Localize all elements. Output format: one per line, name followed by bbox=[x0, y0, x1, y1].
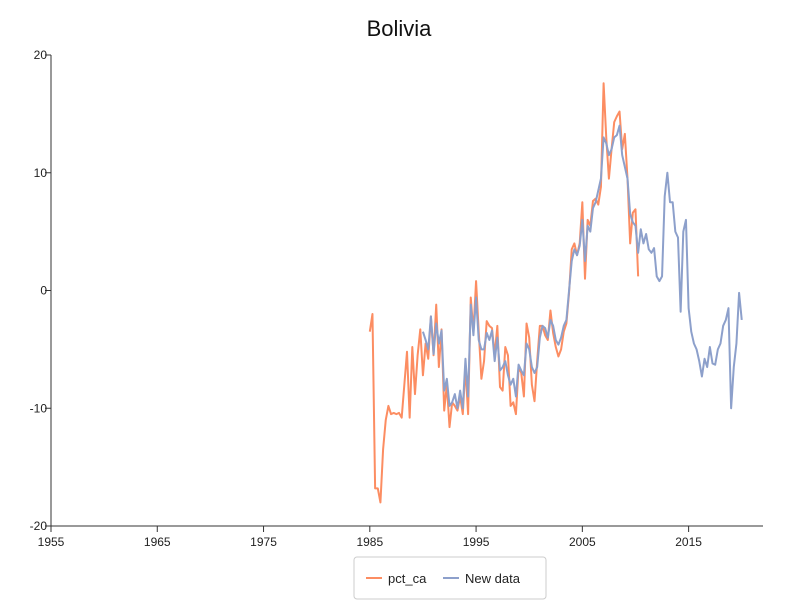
x-tick-label: 2015 bbox=[675, 535, 702, 549]
y-tick-label: -10 bbox=[30, 401, 48, 415]
x-tick-label: 1995 bbox=[463, 535, 490, 549]
x-tick-label: 1975 bbox=[250, 535, 277, 549]
y-tick-label: 10 bbox=[34, 166, 48, 180]
legend-label-new-data: New data bbox=[465, 571, 521, 586]
x-tick-label: 2005 bbox=[569, 535, 596, 549]
x-tick-label: 1985 bbox=[356, 535, 383, 549]
y-tick-label: -20 bbox=[30, 519, 48, 533]
y-tick-label: 20 bbox=[34, 48, 48, 62]
x-tick-label: 1965 bbox=[144, 535, 171, 549]
series-line-pct-ca bbox=[368, 82, 640, 504]
chart-title: Bolivia bbox=[367, 16, 433, 41]
y-tick-label: 0 bbox=[40, 284, 47, 298]
plot-area bbox=[368, 82, 743, 504]
legend-label-pct-ca: pct_ca bbox=[388, 571, 427, 586]
legend: pct_ca New data bbox=[353, 556, 547, 600]
series-line-new-data bbox=[421, 124, 743, 410]
axes: 1955 1965 1975 1985 1995 2005 2015 -20 -10 0 10 20 bbox=[30, 48, 763, 549]
x-tick-label: 1955 bbox=[38, 535, 65, 549]
